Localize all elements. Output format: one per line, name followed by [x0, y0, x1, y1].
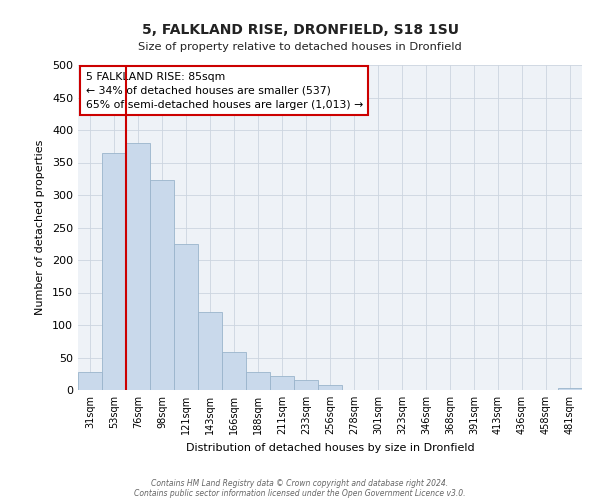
Bar	[102, 153, 126, 390]
Text: 5, FALKLAND RISE, DRONFIELD, S18 1SU: 5, FALKLAND RISE, DRONFIELD, S18 1SU	[142, 22, 458, 36]
Bar	[150, 180, 174, 390]
Bar	[294, 380, 318, 390]
Text: Contains HM Land Registry data © Crown copyright and database right 2024.: Contains HM Land Registry data © Crown c…	[151, 478, 449, 488]
Bar	[246, 372, 270, 390]
Bar	[126, 143, 150, 390]
Text: Contains public sector information licensed under the Open Government Licence v3: Contains public sector information licen…	[134, 488, 466, 498]
Bar	[318, 386, 342, 390]
Text: 5 FALKLAND RISE: 85sqm
← 34% of detached houses are smaller (537)
65% of semi-de: 5 FALKLAND RISE: 85sqm ← 34% of detached…	[86, 72, 363, 110]
Y-axis label: Number of detached properties: Number of detached properties	[35, 140, 45, 315]
Bar	[558, 388, 582, 390]
Bar	[78, 372, 102, 390]
Bar	[174, 244, 198, 390]
Bar	[270, 376, 294, 390]
Bar	[222, 352, 246, 390]
Bar	[198, 312, 222, 390]
Text: Size of property relative to detached houses in Dronfield: Size of property relative to detached ho…	[138, 42, 462, 52]
X-axis label: Distribution of detached houses by size in Dronfield: Distribution of detached houses by size …	[185, 442, 475, 452]
